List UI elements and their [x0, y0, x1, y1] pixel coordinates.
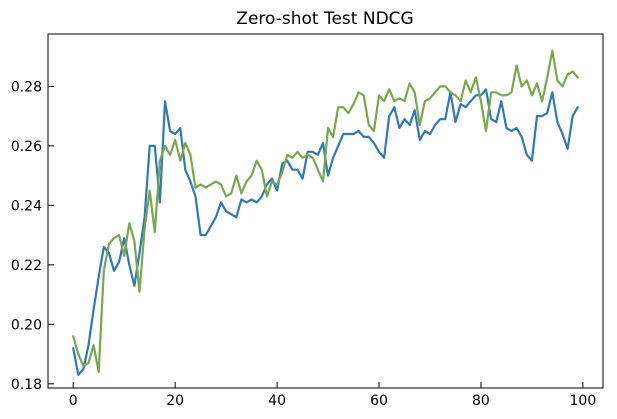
- x-tick-label: 20: [166, 393, 184, 409]
- x-tick-label: 60: [370, 393, 388, 409]
- y-tick-label: 0.24: [11, 198, 42, 214]
- axis-layer: 0 20 40 60 80 100 0.18 0.20 0.22 0.24 0.26 0.28: [11, 79, 596, 409]
- y-tick-label: 0.20: [11, 317, 42, 333]
- y-tick-label: 0.22: [11, 258, 42, 274]
- y-tick-label: 0.18: [11, 377, 42, 393]
- x-tick-label: 80: [472, 393, 490, 409]
- x-tick-label: 0: [69, 393, 78, 409]
- series-line-2: [72, 49, 579, 373]
- y-tick-label: 0.28: [11, 79, 42, 95]
- series-line-1: [72, 88, 579, 376]
- x-tick-label: 100: [570, 393, 597, 409]
- plot-frame: [47, 33, 604, 389]
- y-tick-label: 0.26: [11, 139, 42, 155]
- x-tick-label: 40: [268, 393, 286, 409]
- series-layer: [72, 49, 579, 376]
- chart-title: Zero-shot Test NDCG: [236, 9, 413, 29]
